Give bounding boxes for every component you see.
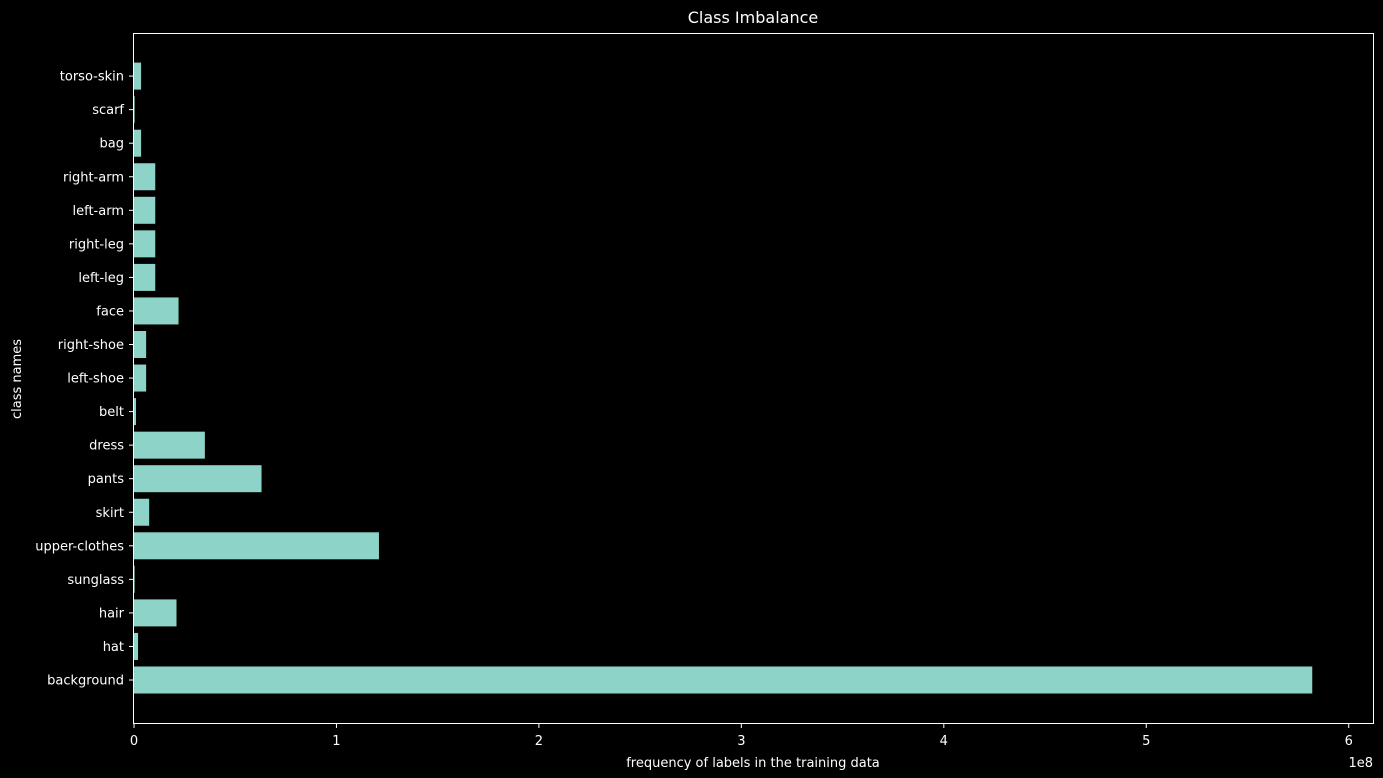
y-tick-label-scarf: scarf [92,103,124,118]
y-tick-label-background: background [47,674,124,689]
x-tick-label-6: 6 [1345,734,1353,749]
y-tick-label-pants: pants [88,472,125,487]
bar-pants [134,465,262,493]
bar-belt [134,398,137,426]
y-tick-label-bag: bag [100,137,124,152]
x-axis: 0 1 2 3 4 5 6 [130,723,1353,749]
y-tick-label-right-leg: right-leg [69,237,124,252]
bar-torso-skin [134,62,142,90]
bar-right-arm [134,163,156,191]
chart-title: Class Imbalance [688,8,818,27]
x-tick-label-2: 2 [535,734,543,749]
bar-face [134,297,179,325]
bar-upper-clothes [134,532,379,560]
y-tick-label-hair: hair [99,606,125,621]
bar-bag [134,129,142,157]
bar-left-arm [134,196,156,224]
y-tick-label-left-shoe: left-shoe [67,372,124,387]
x-axis-offset-label: 1e8 [1348,756,1373,771]
x-tick-label-1: 1 [332,734,340,749]
y-tick-label-upper-clothes: upper-clothes [35,539,124,554]
y-tick-label-skirt: skirt [96,506,124,521]
bars-group [134,62,1313,694]
y-tick-label-left-arm: left-arm [73,204,125,219]
y-tick-label-torso-skin: torso-skin [60,70,124,85]
y-tick-label-right-arm: right-arm [63,170,124,185]
y-tick-label-sunglass: sunglass [67,573,124,588]
y-tick-label-right-shoe: right-shoe [58,338,124,353]
x-tick-label-5: 5 [1142,734,1150,749]
bar-right-leg [134,230,156,258]
y-axis: background hat hair sunglass upper-clothes sk… [35,70,134,689]
bar-dress [134,431,205,459]
bar-hat [134,632,139,660]
x-axis-label: frequency of labels in the training data [626,756,880,771]
bar-skirt [134,498,150,526]
bar-right-shoe [134,331,147,358]
bar-left-shoe [134,364,147,392]
y-tick-label-belt: belt [99,405,124,420]
plot-frame [133,33,1374,724]
x-tick-label-0: 0 [130,734,138,749]
y-tick-label-left-leg: left-leg [78,271,124,286]
y-tick-label-face: face [96,304,124,319]
bar-left-leg [134,263,156,291]
bar-scarf [134,96,135,124]
x-tick-label-3: 3 [737,734,745,749]
bar-hair [134,599,177,627]
bar-sunglass [134,565,135,593]
y-tick-label-hat: hat [103,640,124,655]
x-tick-label-4: 4 [940,734,948,749]
bar-background [134,666,1313,694]
y-axis-label: class names [10,339,25,419]
y-tick-label-dress: dress [89,439,124,454]
